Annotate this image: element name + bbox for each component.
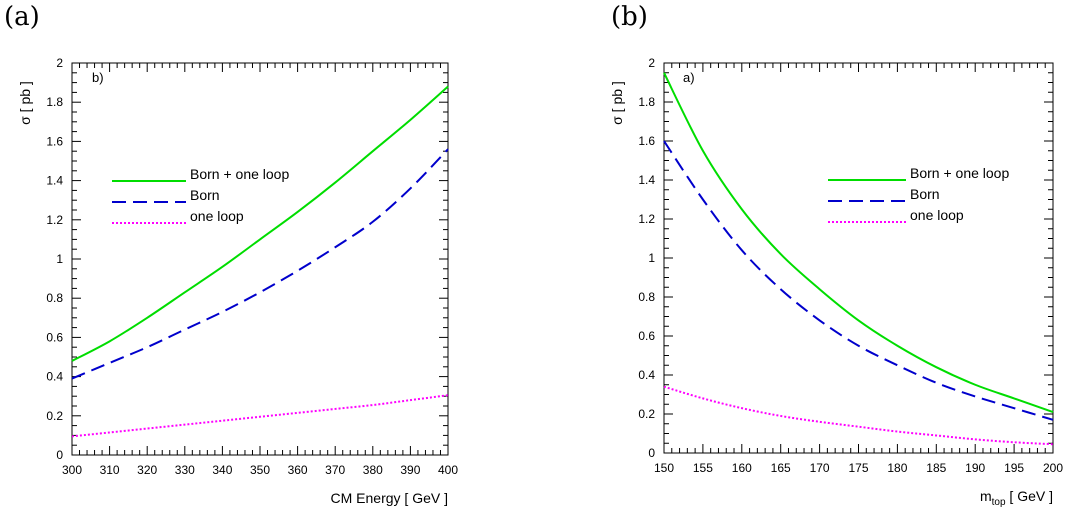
y-tick-label: 1 <box>56 252 63 266</box>
chart-0: 300 310 320 330 340 350 360 370 380 390 400 0 0.2 0.4… <box>17 56 458 506</box>
y-tick-label: 0.2 <box>638 407 655 421</box>
y-tick-label: 1.2 <box>638 212 655 226</box>
y-tick-label: 0.2 <box>46 409 63 423</box>
y-tick-label: 0 <box>56 448 63 462</box>
x-tick-label: 400 <box>438 463 458 477</box>
x-tick-label: 330 <box>175 463 195 477</box>
x-tick-label: 185 <box>926 461 946 475</box>
y-tick-label: 1.8 <box>638 95 655 109</box>
series-line-one-loop <box>663 385 1054 446</box>
series-line-one-loop <box>71 394 449 438</box>
y-tick-label: 2 <box>56 56 63 70</box>
series-line-born <box>71 148 449 380</box>
x-tick-label: 155 <box>693 461 713 475</box>
y-tick-label: 0.8 <box>46 291 63 305</box>
legend-label: Born <box>910 186 940 202</box>
x-tick-label: 190 <box>965 461 985 475</box>
x-tick-label: 350 <box>250 463 270 477</box>
x-tick-label: 390 <box>400 463 420 477</box>
y-tick-label: 1 <box>648 251 655 265</box>
x-tick-label: 175 <box>848 461 868 475</box>
x-tick-label: 320 <box>137 463 157 477</box>
y-tick-label: 0 <box>648 446 655 460</box>
x-axis-title: CM Energy [ GeV ] <box>331 490 448 506</box>
y-tick-label: 0.6 <box>46 330 63 344</box>
legend-label: Born + one loop <box>910 165 1009 181</box>
y-tick-label: 1.4 <box>638 173 655 187</box>
y-tick-label: 0.4 <box>46 370 63 384</box>
y-axis-title: σ [ pb ] <box>609 81 625 125</box>
legend-label: one loop <box>910 207 964 223</box>
series-line-born-one-loop <box>71 85 449 362</box>
x-tick-label: 165 <box>771 461 791 475</box>
x-tick-label: 310 <box>100 463 120 477</box>
x-tick-label: 360 <box>288 463 308 477</box>
y-tick-label: 0.8 <box>638 290 655 304</box>
x-tick-label: 160 <box>732 461 752 475</box>
x-tick-label: 180 <box>887 461 907 475</box>
x-tick-label: 150 <box>654 461 674 475</box>
panel-tag: b) <box>92 70 104 85</box>
chart-1: 150 155 160 165 170 175 180 185 190 195 200 0 0.2 0.4… <box>609 56 1063 508</box>
x-tick-label: 300 <box>62 463 82 477</box>
x-tick-label: 170 <box>810 461 830 475</box>
y-axis-title: σ [ pb ] <box>17 81 33 125</box>
y-tick-label: 0.6 <box>638 329 655 343</box>
y-tick-label: 1.6 <box>638 134 655 148</box>
x-axis-title: mtop [ GeV ] <box>980 488 1053 508</box>
panel-label-a: (a) <box>4 2 40 32</box>
x-tick-label: 380 <box>363 463 383 477</box>
y-tick-label: 0.4 <box>638 368 655 382</box>
y-tick-label: 1.4 <box>46 174 63 188</box>
plot-frame <box>71 62 449 456</box>
plot-frame <box>663 62 1054 454</box>
panel-tag: a) <box>683 70 695 85</box>
y-tick-label: 1.2 <box>46 213 63 227</box>
panel-label-b: (b) <box>611 2 648 32</box>
x-tick-label: 340 <box>212 463 232 477</box>
legend-label: Born + one loop <box>190 166 289 182</box>
y-tick-label: 2 <box>648 56 655 70</box>
legend-label: one loop <box>190 208 244 224</box>
y-tick-label: 1.6 <box>46 134 63 148</box>
series-line-born <box>663 140 1054 421</box>
series-line-born-one-loop <box>663 72 1054 413</box>
x-tick-label: 200 <box>1043 461 1063 475</box>
x-tick-label: 370 <box>325 463 345 477</box>
legend-label: Born <box>190 187 220 203</box>
y-tick-label: 1.8 <box>46 95 63 109</box>
x-tick-label: 195 <box>1004 461 1024 475</box>
